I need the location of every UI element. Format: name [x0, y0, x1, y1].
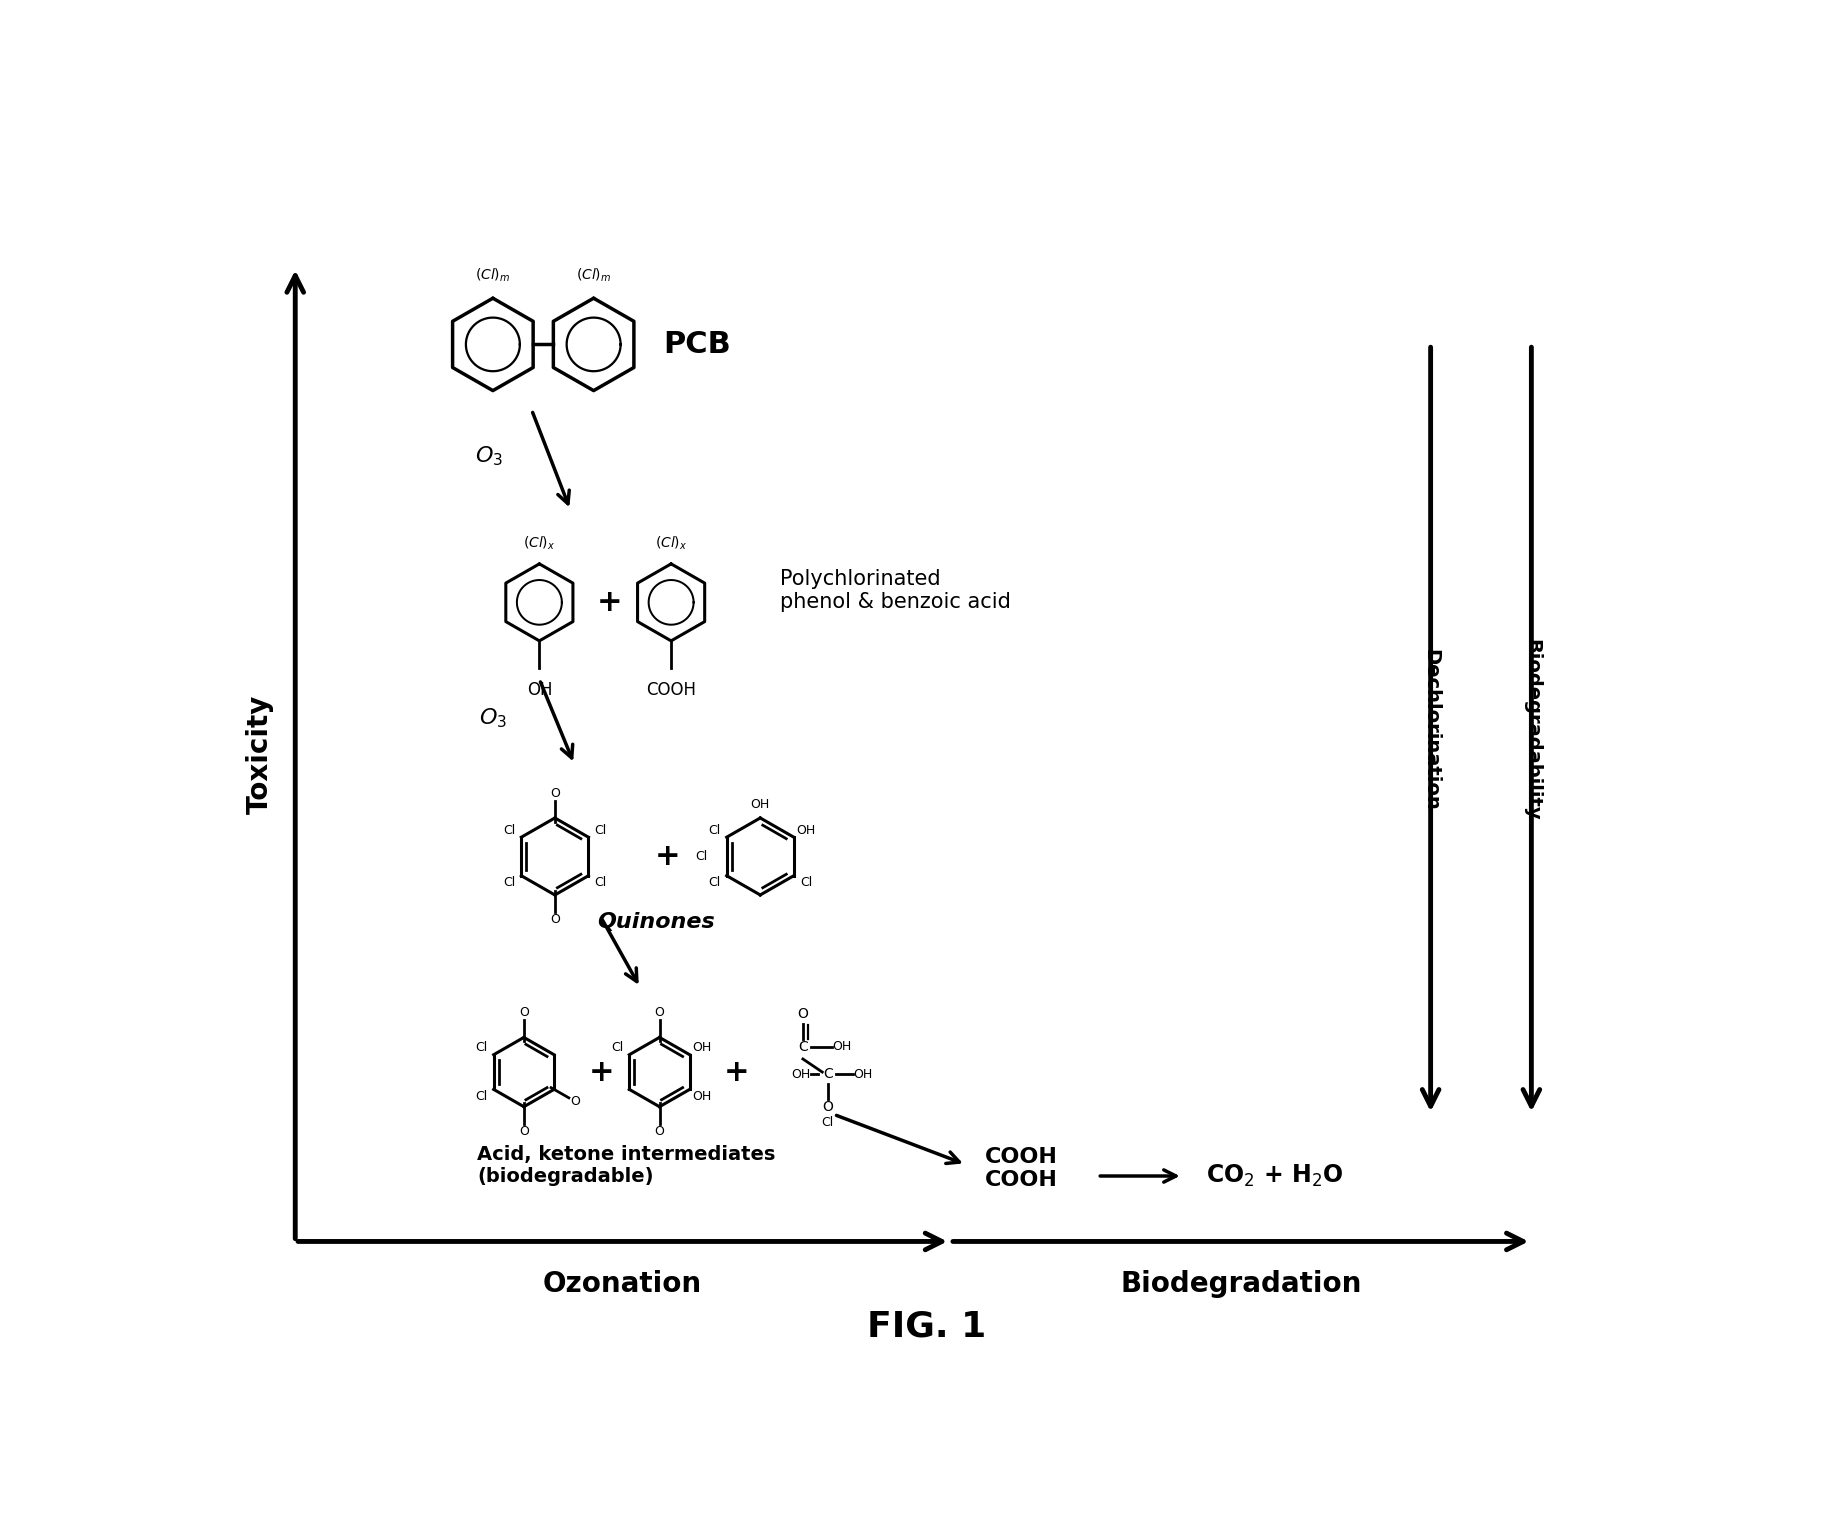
Text: $(Cl)_m$: $(Cl)_m$ [475, 268, 510, 284]
Text: Cl: Cl [475, 1041, 488, 1055]
Text: Ozonation: Ozonation [543, 1269, 703, 1298]
Text: Cl: Cl [475, 1090, 488, 1102]
Text: O: O [519, 1006, 528, 1020]
Text: OH: OH [796, 824, 815, 836]
Text: OH: OH [833, 1040, 851, 1053]
Text: Toxicity: Toxicity [246, 694, 275, 813]
Text: O: O [550, 787, 560, 800]
Text: O: O [822, 1099, 833, 1113]
Text: PCB: PCB [664, 330, 730, 359]
Text: O: O [798, 1008, 807, 1021]
Text: Cl: Cl [695, 850, 708, 862]
Text: Cl: Cl [800, 876, 813, 890]
Text: Cl: Cl [708, 824, 721, 836]
Text: Cl: Cl [595, 824, 607, 836]
Text: Cl: Cl [822, 1116, 833, 1128]
Text: O: O [655, 1125, 664, 1138]
Text: OH: OH [527, 680, 552, 699]
Text: Biodegradation: Biodegradation [1119, 1269, 1362, 1298]
Text: COOH
COOH: COOH COOH [985, 1147, 1057, 1190]
Text: Acid, ketone intermediates
(biodegradable): Acid, ketone intermediates (biodegradabl… [477, 1145, 776, 1187]
Text: Cl: Cl [503, 824, 516, 836]
Text: OH: OH [692, 1041, 712, 1055]
Text: Cl: Cl [595, 876, 607, 890]
Text: $O_3$: $O_3$ [479, 706, 506, 729]
Text: COOH: COOH [646, 680, 695, 699]
Text: OH: OH [692, 1090, 712, 1102]
Text: Biodegradability: Biodegradability [1521, 639, 1541, 820]
Text: O: O [571, 1095, 580, 1109]
Text: $(Cl)_x$: $(Cl)_x$ [523, 535, 556, 552]
Text: CO$_2$ + H$_2$O: CO$_2$ + H$_2$O [1206, 1164, 1343, 1190]
Text: C: C [822, 1067, 833, 1081]
Text: Cl: Cl [611, 1041, 624, 1055]
Text: C: C [798, 1040, 807, 1053]
Text: Cl: Cl [503, 876, 516, 890]
Text: O: O [550, 913, 560, 927]
Text: O: O [519, 1125, 528, 1138]
Text: +: + [655, 842, 681, 872]
Text: OH: OH [751, 798, 771, 810]
Text: $O_3$: $O_3$ [475, 445, 503, 468]
Text: Dechlorination: Dechlorination [1420, 648, 1440, 810]
Text: Polychlorinated
phenol & benzoic acid: Polychlorinated phenol & benzoic acid [780, 569, 1011, 613]
Text: $(Cl)_x$: $(Cl)_x$ [655, 535, 688, 552]
Text: +: + [589, 1058, 615, 1087]
Text: Quinones: Quinones [596, 911, 714, 931]
Text: +: + [725, 1058, 751, 1087]
Text: Cl: Cl [708, 876, 721, 890]
Text: OH: OH [791, 1067, 811, 1081]
Text: O: O [655, 1006, 664, 1020]
Text: OH: OH [853, 1067, 872, 1081]
Text: +: + [596, 587, 622, 616]
Text: $(Cl)_m$: $(Cl)_m$ [576, 268, 611, 284]
Text: FIG. 1: FIG. 1 [868, 1309, 987, 1342]
